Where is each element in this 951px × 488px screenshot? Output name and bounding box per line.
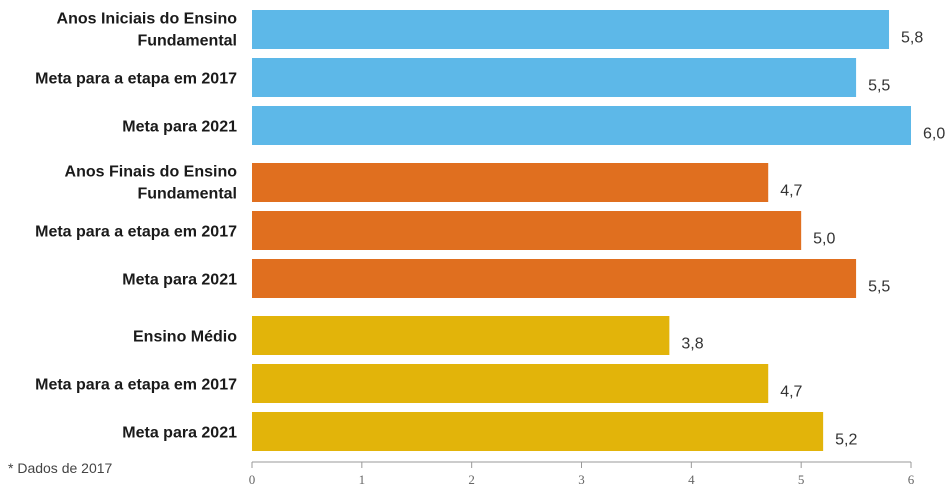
x-tick-label-2: 2	[468, 472, 475, 487]
category-label-4: Anos Finais do Ensino Fundamental	[65, 164, 238, 203]
bar-2	[252, 58, 857, 97]
category-label-1: Anos Iniciais do Ensino Fundamental	[57, 11, 238, 50]
value-label-9: 5,2	[835, 432, 857, 449]
bar-9	[252, 412, 824, 451]
x-tick-label-4: 4	[688, 472, 695, 487]
bars-group	[252, 10, 911, 451]
x-tick-label-3: 3	[578, 472, 585, 487]
category-label-8: Meta para a etapa em 2017	[35, 377, 237, 394]
bar-3	[252, 106, 911, 145]
value-label-2: 5,5	[868, 78, 890, 95]
value-labels: 5,8 5,5 6,0 4,7 5,0 5,5 3,8 4,7 5,2	[681, 30, 945, 449]
category-labels: Anos Iniciais do Ensino Fundamental Meta p…	[35, 11, 237, 442]
bar-7	[252, 316, 670, 355]
category-label-2: Meta para a etapa em 2017	[35, 71, 237, 88]
category-label-5: Meta para a etapa em 2017	[35, 224, 237, 241]
x-tick-label-6: 6	[908, 472, 915, 487]
bar-8	[252, 364, 769, 403]
bar-1	[252, 10, 890, 49]
x-tick-label-1: 1	[359, 472, 366, 487]
category-label-7: Ensino Médio	[133, 329, 237, 346]
value-label-7: 3,8	[681, 336, 703, 353]
value-label-5: 5,0	[813, 231, 835, 248]
bar-6	[252, 259, 857, 298]
bar-5	[252, 211, 802, 250]
footnote: * Dados de 2017	[8, 460, 113, 476]
x-tick-label-0: 0	[249, 472, 256, 487]
x-axis: 0 1 2 3 4 5 6	[249, 461, 915, 487]
category-label-6: Meta para 2021	[122, 272, 237, 289]
category-label-3: Meta para 2021	[122, 119, 237, 136]
value-label-3: 6,0	[923, 126, 945, 143]
bar-4	[252, 163, 769, 202]
value-label-1: 5,8	[901, 30, 923, 47]
category-label-9: Meta para 2021	[122, 425, 237, 442]
value-label-4: 4,7	[780, 183, 802, 200]
value-label-8: 4,7	[780, 384, 802, 401]
value-label-6: 5,5	[868, 279, 890, 296]
x-tick-label-5: 5	[798, 472, 805, 487]
